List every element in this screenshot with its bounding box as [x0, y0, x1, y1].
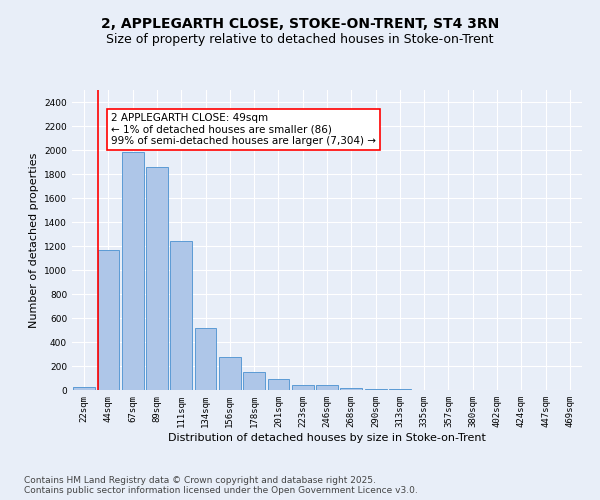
- Bar: [194, 328, 217, 390]
- Bar: [73, 387, 95, 390]
- Text: 2, APPLEGARTH CLOSE, STOKE-ON-TRENT, ST4 3RN: 2, APPLEGARTH CLOSE, STOKE-ON-TRENT, ST4…: [101, 18, 499, 32]
- Bar: [97, 250, 119, 390]
- Bar: [340, 388, 362, 390]
- Bar: [170, 240, 192, 390]
- Bar: [268, 379, 289, 390]
- Bar: [122, 152, 143, 390]
- Bar: [146, 168, 168, 390]
- Bar: [365, 389, 386, 390]
- Text: 2 APPLEGARTH CLOSE: 49sqm
← 1% of detached houses are smaller (86)
99% of semi-d: 2 APPLEGARTH CLOSE: 49sqm ← 1% of detach…: [111, 113, 376, 146]
- Bar: [243, 372, 265, 390]
- Text: Size of property relative to detached houses in Stoke-on-Trent: Size of property relative to detached ho…: [106, 32, 494, 46]
- Bar: [316, 385, 338, 390]
- Bar: [219, 357, 241, 390]
- Text: Contains HM Land Registry data © Crown copyright and database right 2025.
Contai: Contains HM Land Registry data © Crown c…: [24, 476, 418, 495]
- X-axis label: Distribution of detached houses by size in Stoke-on-Trent: Distribution of detached houses by size …: [168, 432, 486, 442]
- Y-axis label: Number of detached properties: Number of detached properties: [29, 152, 38, 328]
- Bar: [292, 384, 314, 390]
